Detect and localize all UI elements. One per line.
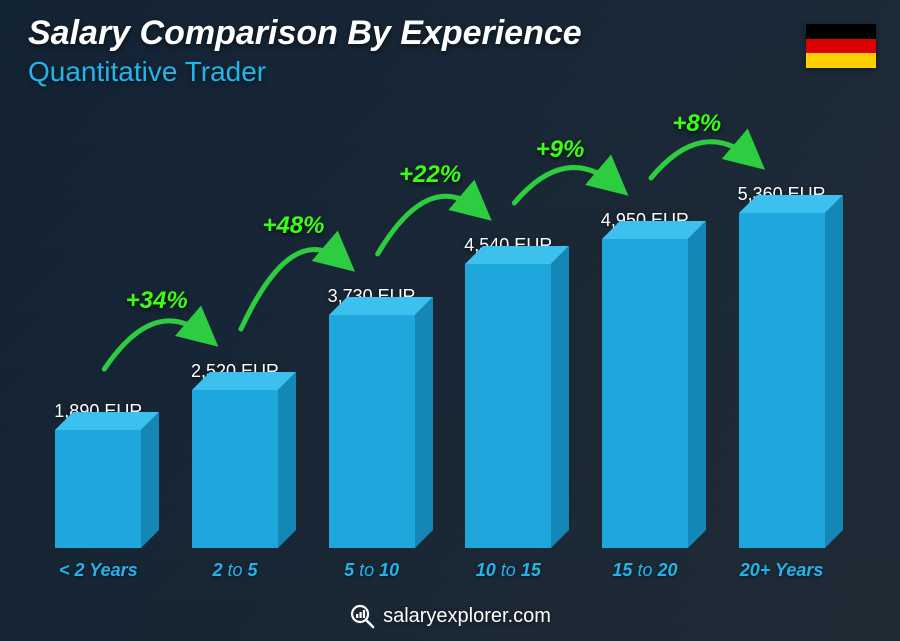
bar-slot: 4,540 EUR10 to 15 [443, 235, 573, 581]
magnifier-bars-icon [349, 603, 375, 629]
bar-category-label: 5 to 10 [344, 560, 399, 581]
footer-branding: salaryexplorer.com [349, 603, 551, 629]
footer-text: salaryexplorer.com [383, 605, 551, 628]
bar [602, 239, 688, 548]
chart-title: Salary Comparison By Experience [28, 14, 582, 53]
country-flag-germany [806, 24, 876, 68]
bar-category-label: 10 to 15 [476, 560, 541, 581]
bar-chart: 1,890 EUR< 2 Years2,520 EUR2 to 53,730 E… [30, 100, 850, 581]
infographic-stage: Salary Comparison By Experience Quantita… [0, 0, 900, 641]
flag-stripe [806, 53, 876, 68]
bar-slot: 4,950 EUR15 to 20 [580, 210, 710, 581]
increase-pct-label: +48% [262, 212, 324, 240]
bar [739, 213, 825, 548]
increase-pct-label: +34% [126, 287, 188, 315]
bar-category-label: 15 to 20 [612, 560, 677, 581]
increase-pct-label: +22% [399, 161, 461, 189]
bar-slot: 1,890 EUR< 2 Years [33, 401, 163, 581]
increase-pct-label: +8% [672, 110, 721, 138]
bar-slot: 3,730 EUR5 to 10 [307, 286, 437, 581]
bar-category-label: < 2 Years [59, 560, 138, 581]
bar-slot: 2,520 EUR2 to 5 [170, 361, 300, 581]
bar [55, 430, 141, 548]
bar [192, 390, 278, 548]
bar-slot: 5,360 EUR20+ Years [717, 184, 847, 581]
bar-category-label: 20+ Years [740, 560, 824, 581]
increase-pct-label: +9% [536, 136, 585, 164]
bar-category-label: 2 to 5 [212, 560, 257, 581]
chart-subtitle: Quantitative Trader [28, 56, 266, 88]
bar [329, 315, 415, 548]
flag-stripe [806, 24, 876, 39]
flag-stripe [806, 39, 876, 54]
bar [465, 264, 551, 548]
